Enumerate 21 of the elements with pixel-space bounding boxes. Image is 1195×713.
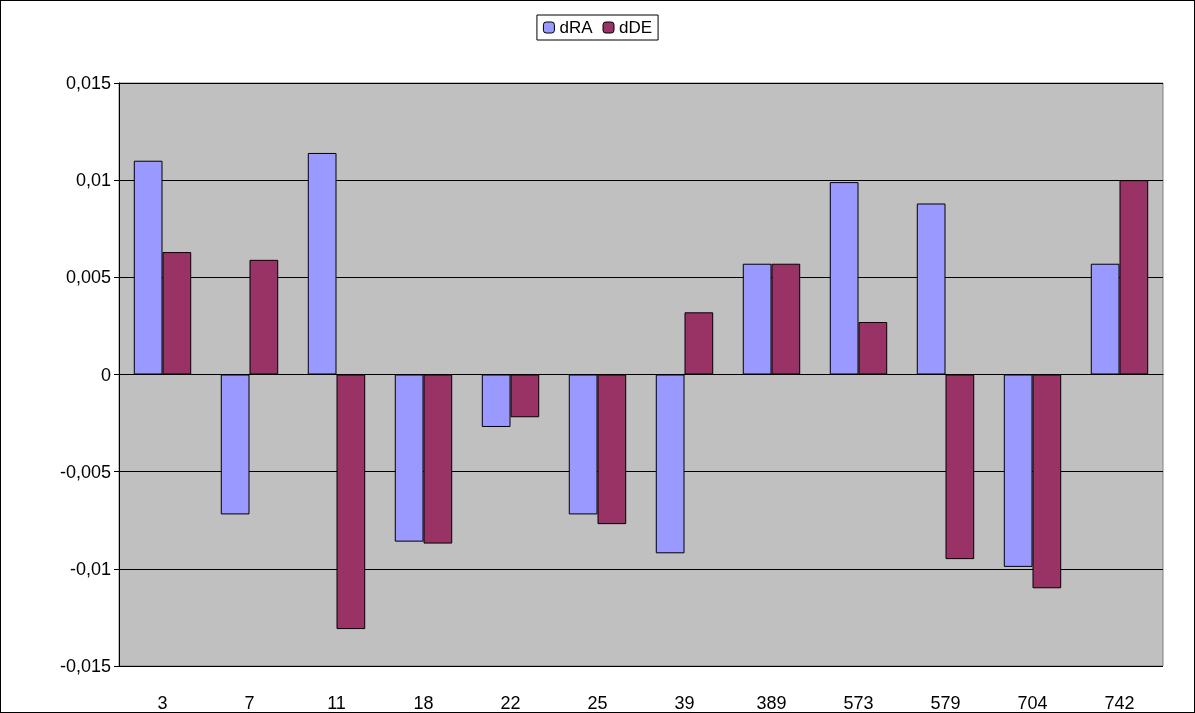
x-tick-label: 573 (843, 693, 874, 713)
legend-label: dDE (619, 18, 653, 37)
y-tick-label: 0 (100, 364, 111, 385)
x-tick-label: 25 (587, 693, 608, 713)
y-tick-label: -0,005 (59, 461, 111, 482)
x-tick-label: 22 (500, 693, 521, 713)
x-tick-label: 39 (674, 693, 695, 713)
x-tick-label: 742 (1104, 693, 1135, 713)
y-tick-label: -0,01 (69, 558, 111, 579)
y-tick-label: 0,005 (65, 267, 111, 288)
y-tick-label: 0,01 (75, 170, 111, 191)
x-tick-label: 579 (930, 693, 961, 713)
x-tick-label: 389 (756, 693, 787, 713)
legend-label: dRA (559, 18, 594, 37)
x-tick-label: 11 (327, 693, 346, 713)
y-tick-label: -0,015 (59, 656, 111, 676)
x-tick-label: 3 (157, 693, 168, 713)
x-tick-label: 7 (244, 693, 255, 713)
x-tick-label: 18 (413, 693, 434, 713)
y-tick-label: 0,015 (65, 73, 111, 93)
x-tick-label: 704 (1017, 693, 1048, 713)
